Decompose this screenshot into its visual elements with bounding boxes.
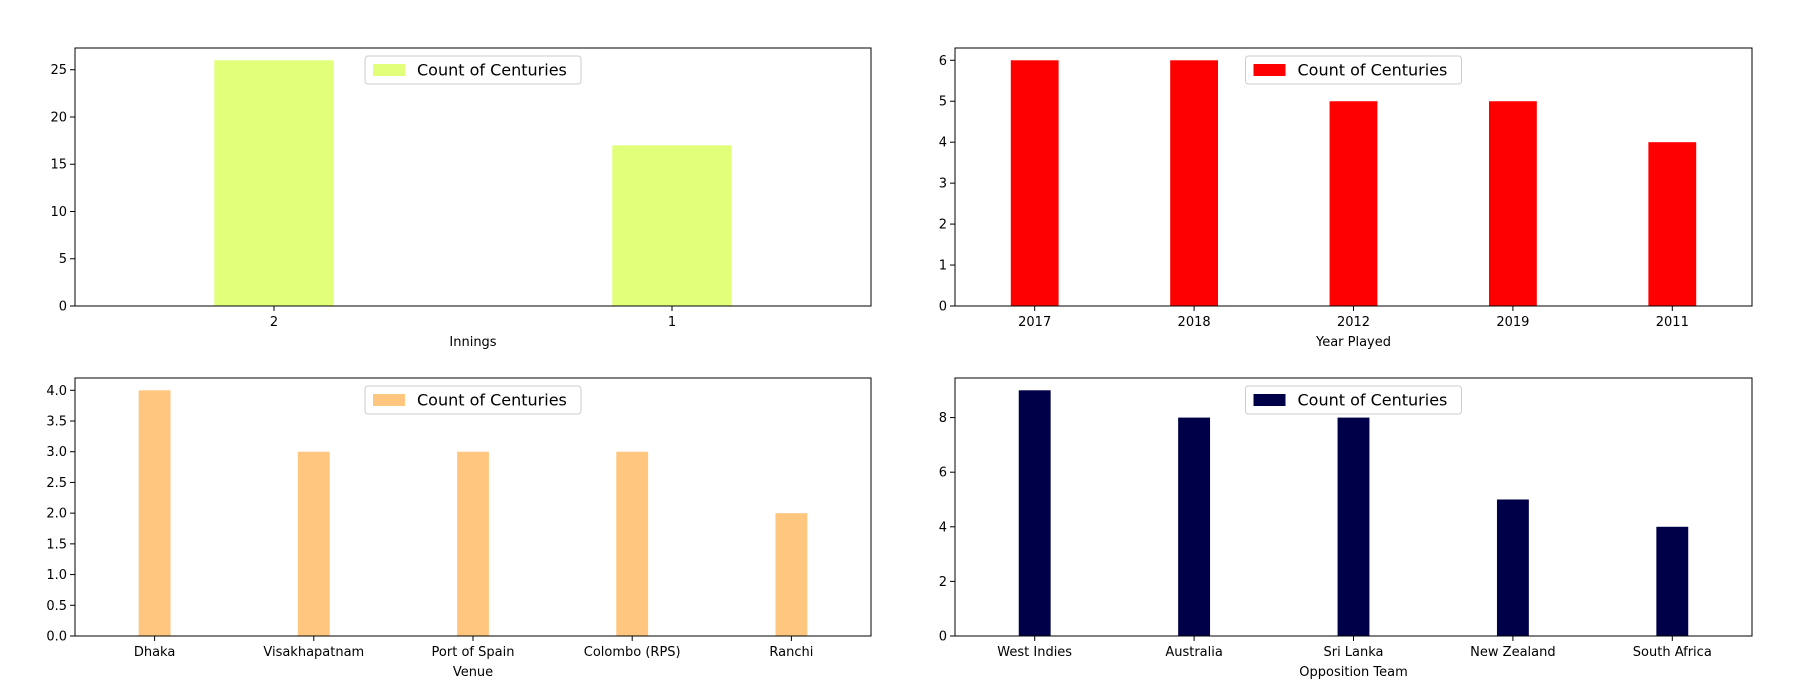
y-tick-label: 0.0 [46, 630, 67, 645]
bar-2018 [1170, 60, 1219, 306]
legend-box [1245, 385, 1462, 415]
x-tick-label: 2012 [1337, 315, 1370, 330]
bar-colombo-rps- [616, 451, 649, 636]
bar-2 [214, 60, 334, 306]
bar-2017 [1010, 60, 1059, 306]
y-tick-label: 6 [939, 466, 947, 481]
bar-sri-lanka [1337, 417, 1370, 636]
legend-swatch [1253, 394, 1286, 406]
y-tick-label: 0 [59, 300, 67, 315]
chart-2: 0 1 2 3 4 5 6 2017 2018 2012 2019 2011 Year Played Co… [939, 47, 1753, 350]
x-tick-label: Port of Spain [432, 645, 515, 660]
bar-australia [1178, 417, 1211, 636]
y-tick-label: 3.0 [46, 445, 67, 460]
legend: Count of Centuries [1245, 385, 1462, 415]
y-tick-label: 3 [939, 177, 947, 192]
y-tick-label: 8 [939, 411, 947, 426]
legend-label: Count of Centuries [1298, 391, 1448, 410]
x-tick-label: Visakhapatnam [263, 645, 364, 660]
x-tick-label: Sri Lanka [1323, 645, 1383, 660]
x-tick-label: 2011 [1656, 315, 1689, 330]
y-tick-label: 4 [939, 520, 947, 535]
bar-port-of-spain [457, 451, 489, 636]
y-tick-label: 15 [50, 158, 67, 173]
y-tick-label: 0 [939, 300, 947, 315]
x-tick-label: 1 [668, 315, 676, 330]
x-tick-label: Dhaka [134, 645, 175, 660]
x-tick-label: Ranchi [769, 645, 813, 660]
chart-4: 0 2 4 6 8 West Indies Australia Sri Lanka New Ze… [939, 377, 1753, 680]
legend-label: Count of Centuries [417, 61, 567, 80]
x-tick-label: 2018 [1178, 315, 1211, 330]
legend-label: Count of Centuries [1298, 61, 1448, 80]
x-tick-label: Colombo (RPS) [584, 645, 681, 660]
axes-frame [74, 47, 872, 307]
y-tick-label: 20 [50, 110, 67, 125]
bar-ranchi [775, 513, 808, 636]
y-tick-label: 3.5 [46, 415, 67, 430]
legend-swatch [373, 64, 405, 76]
chart-1: 0 5 10 15 20 25 2 1 Innings Count of Centuries [50, 47, 872, 350]
bar-visakhapatnam [297, 451, 330, 636]
bar-2019 [1488, 101, 1537, 307]
bar-dhaka [138, 390, 171, 636]
bar-new-zealand [1496, 499, 1529, 636]
x-tick-label: New Zealand [1470, 645, 1555, 660]
x-tick-label: 2 [270, 315, 278, 330]
y-tick-label: 0.5 [46, 599, 67, 614]
legend-label: Count of Centuries [417, 391, 567, 410]
legend: Count of Centuries [364, 55, 582, 85]
bar-2011 [1648, 142, 1697, 306]
bar-south-africa [1656, 526, 1689, 636]
y-tick-label: 5 [59, 252, 67, 267]
y-tick-label: 5 [939, 95, 947, 110]
y-tick-label: 2.5 [46, 476, 67, 491]
y-tick-label: 2.0 [46, 507, 67, 522]
y-tick-label: 1.5 [46, 537, 67, 552]
legend-swatch [373, 394, 405, 406]
legend-swatch [1253, 64, 1286, 76]
y-tick-label: 4.0 [46, 384, 67, 399]
legend: Count of Centuries [364, 385, 582, 415]
y-tick-label: 25 [50, 63, 67, 78]
x-axis-label: Year Played [1315, 335, 1391, 350]
bar-west-indies [1018, 390, 1051, 636]
y-tick-label: 2 [939, 218, 947, 233]
x-tick-label: Australia [1165, 645, 1223, 660]
legend-box [364, 385, 582, 415]
y-tick-label: 4 [939, 136, 947, 151]
legend-box [364, 55, 582, 85]
y-tick-label: 6 [939, 54, 947, 69]
y-tick-label: 10 [50, 205, 67, 220]
bar-1 [612, 145, 732, 306]
y-tick-label: 1 [939, 259, 947, 274]
x-axis-label: Innings [449, 335, 496, 350]
x-tick-label: 2019 [1496, 315, 1529, 330]
x-axis-label: Opposition Team [1299, 665, 1407, 680]
x-tick-label: South Africa [1633, 645, 1712, 660]
x-tick-label: 2017 [1018, 315, 1051, 330]
legend-box [1245, 55, 1462, 85]
chart-3: 0.0 0.5 1.0 1.5 2.0 2.5 3.0 3.5 4.0 Dhaka Visakhap… [46, 377, 872, 680]
x-axis-label: Venue [453, 665, 493, 680]
y-tick-label: 1.0 [46, 568, 67, 583]
x-tick-label: West Indies [997, 645, 1072, 660]
y-tick-label: 2 [939, 575, 947, 590]
legend: Count of Centuries [1245, 55, 1462, 85]
bar-2012 [1329, 101, 1378, 307]
y-tick-label: 0 [939, 630, 947, 645]
